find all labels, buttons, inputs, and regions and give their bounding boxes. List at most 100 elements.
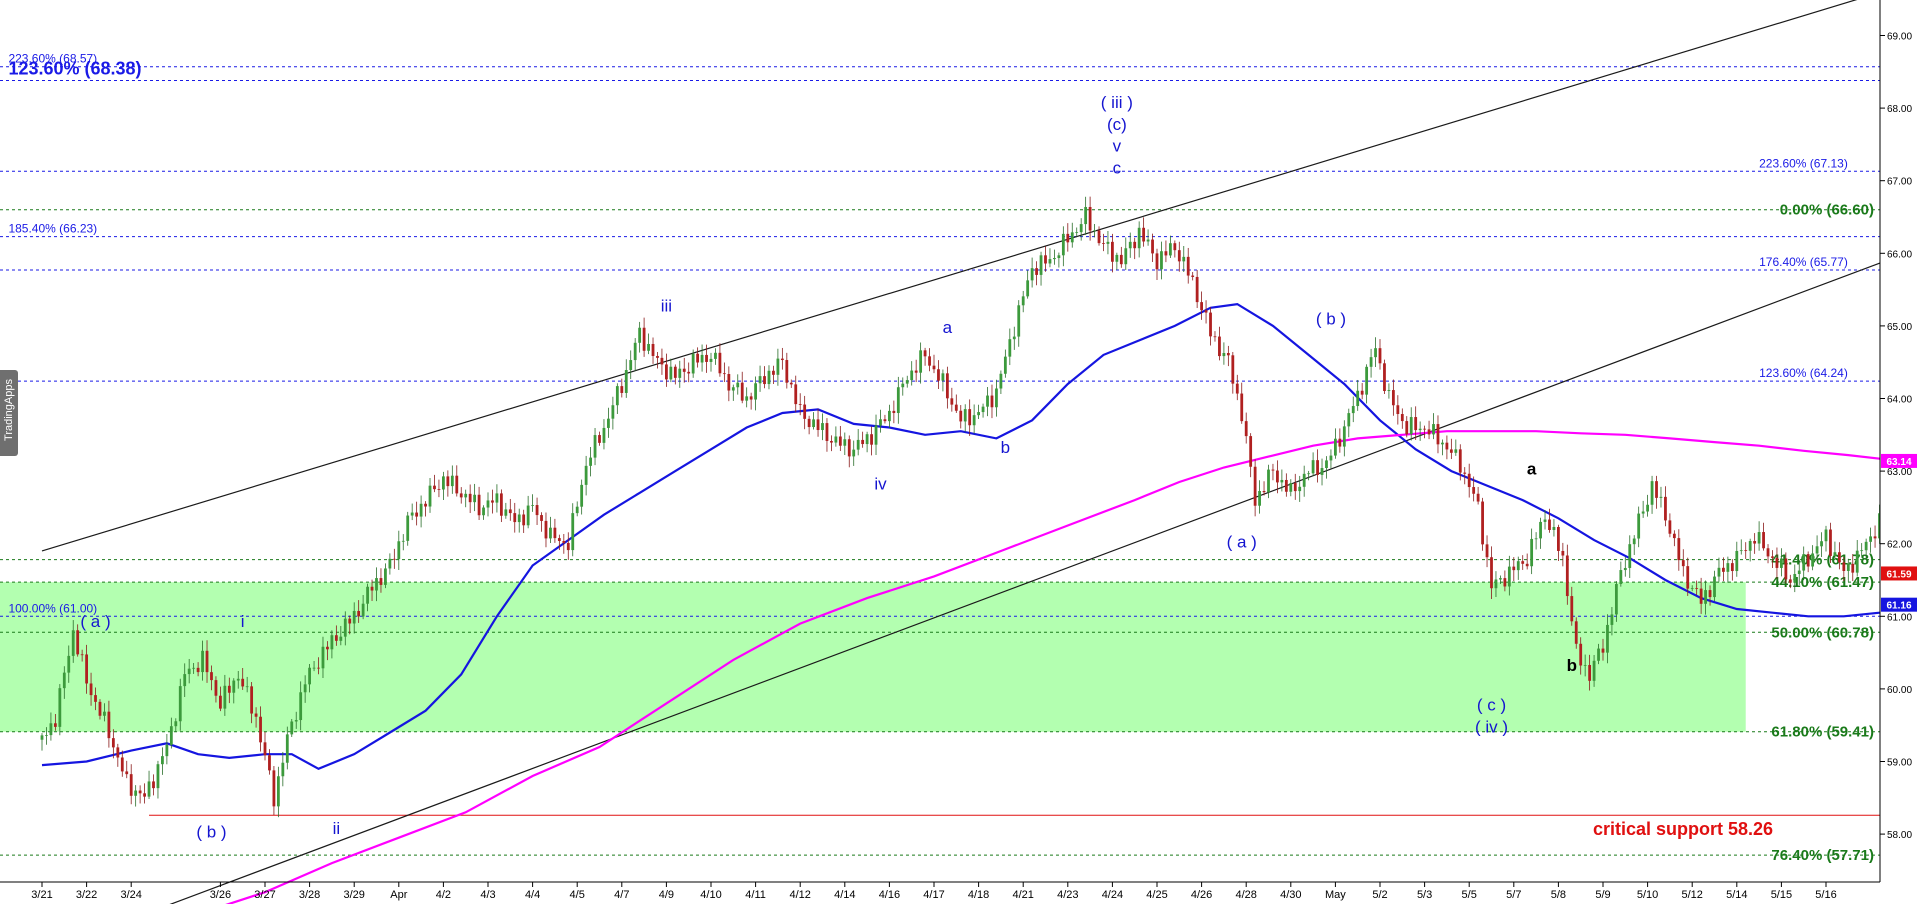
price-candle bbox=[566, 532, 570, 560]
candle-body bbox=[1035, 268, 1038, 275]
price-candle bbox=[1258, 480, 1261, 514]
candle-body bbox=[201, 650, 204, 673]
x-tick-label: 4/9 bbox=[659, 889, 674, 901]
candle-body bbox=[1360, 390, 1364, 395]
candle-body bbox=[1325, 460, 1328, 469]
candle-body bbox=[1115, 254, 1119, 262]
candle-body bbox=[1855, 550, 1859, 573]
candle-body bbox=[1160, 251, 1163, 270]
price-candle bbox=[321, 636, 325, 679]
candle-body bbox=[1441, 442, 1444, 445]
price-candle bbox=[1748, 538, 1752, 562]
candle-body bbox=[183, 674, 187, 687]
candle-body bbox=[339, 636, 343, 641]
price-candle bbox=[1075, 227, 1079, 237]
price-candle bbox=[1079, 218, 1083, 241]
candle-body bbox=[1655, 481, 1658, 498]
candle-body bbox=[562, 540, 566, 543]
price-candle bbox=[1151, 233, 1154, 262]
candle-body bbox=[754, 383, 757, 400]
price-candle bbox=[731, 384, 735, 401]
price-candle bbox=[442, 471, 445, 500]
candle-body bbox=[424, 503, 427, 507]
candle-body bbox=[870, 434, 873, 445]
price-candle bbox=[1806, 551, 1810, 573]
price-candle bbox=[290, 718, 294, 738]
price-candle bbox=[1168, 235, 1172, 259]
candle-body bbox=[1111, 241, 1114, 262]
price-candle bbox=[535, 497, 539, 525]
price-candle bbox=[1325, 456, 1328, 479]
candle-body bbox=[856, 439, 860, 450]
price-candle bbox=[1677, 529, 1681, 571]
candle-body bbox=[1614, 583, 1618, 615]
price-candle bbox=[1280, 469, 1284, 492]
candle-body bbox=[98, 701, 102, 716]
candle-body bbox=[888, 410, 891, 422]
candle-body bbox=[1681, 560, 1685, 567]
candle-body bbox=[317, 667, 320, 669]
candle-body bbox=[1829, 529, 1832, 556]
price-candle bbox=[339, 625, 343, 646]
candle-body bbox=[495, 493, 499, 503]
price-candle bbox=[1436, 415, 1440, 454]
candle-body bbox=[357, 610, 361, 617]
price-candle bbox=[1860, 543, 1864, 557]
candle-body bbox=[865, 434, 869, 445]
price-candle bbox=[1548, 508, 1551, 533]
candle-body bbox=[232, 680, 236, 693]
candle-body bbox=[1869, 536, 1872, 542]
price-candle bbox=[1244, 412, 1248, 444]
price-candle bbox=[1021, 290, 1025, 313]
candle-body bbox=[111, 738, 115, 748]
price-candle bbox=[1775, 547, 1779, 579]
candle-body bbox=[1864, 541, 1868, 551]
price-candle bbox=[1391, 379, 1395, 416]
price-candle bbox=[1646, 494, 1649, 517]
candle-body bbox=[620, 386, 624, 393]
price-candle bbox=[1664, 486, 1667, 527]
candle-body bbox=[401, 540, 405, 542]
candle-body bbox=[959, 410, 963, 422]
price-candle bbox=[736, 374, 740, 395]
candle-body bbox=[450, 475, 454, 487]
price-candle bbox=[419, 495, 423, 528]
price-candle bbox=[1102, 233, 1105, 252]
candle-body bbox=[1534, 538, 1538, 540]
price-candle bbox=[259, 706, 262, 752]
price-candle bbox=[1552, 519, 1556, 537]
candle-body bbox=[303, 684, 307, 693]
price-candle bbox=[499, 489, 503, 523]
candle-body bbox=[1757, 532, 1761, 544]
price-candle bbox=[1793, 564, 1797, 593]
candle-body bbox=[669, 366, 673, 380]
price-candle bbox=[1307, 470, 1311, 481]
candle-body bbox=[825, 423, 829, 441]
candle-body bbox=[580, 484, 584, 507]
candle-body bbox=[705, 354, 708, 362]
candle-body bbox=[437, 489, 441, 490]
wave-label: ( a ) bbox=[80, 612, 110, 631]
price-candle bbox=[825, 418, 829, 452]
price-candle bbox=[981, 403, 985, 418]
x-tick-label: 4/23 bbox=[1057, 889, 1078, 901]
x-tick-label: 5/14 bbox=[1726, 889, 1747, 901]
candle-body bbox=[125, 771, 129, 775]
price-candle bbox=[1655, 475, 1658, 509]
price-candle bbox=[593, 428, 597, 466]
candle-body bbox=[598, 435, 601, 443]
candle-body bbox=[1008, 339, 1012, 357]
candle-body bbox=[76, 630, 80, 655]
level-label-6: 123.60% (64.24) bbox=[1759, 366, 1848, 380]
candle-body bbox=[736, 382, 740, 388]
price-candle bbox=[245, 676, 249, 693]
price-candle bbox=[1235, 374, 1239, 401]
price-candle bbox=[1035, 261, 1038, 286]
candle-body bbox=[803, 404, 807, 419]
price-candle bbox=[1182, 245, 1186, 272]
candle-body bbox=[972, 415, 976, 426]
candle-body bbox=[584, 465, 588, 485]
price-candle bbox=[437, 479, 441, 498]
candle-body bbox=[1730, 563, 1734, 572]
candle-body bbox=[905, 380, 909, 384]
